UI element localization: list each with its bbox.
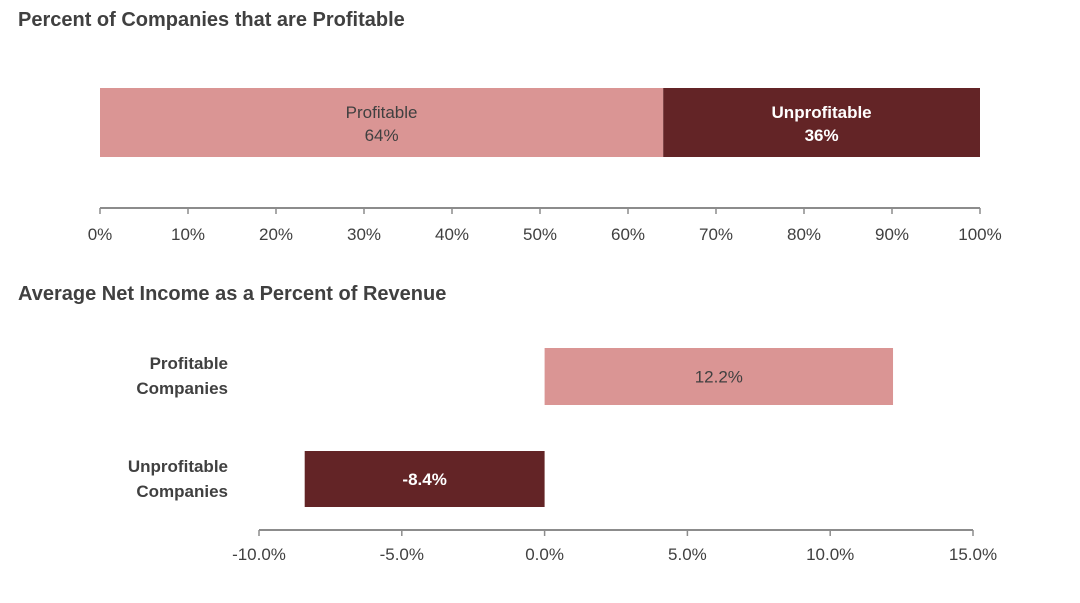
category-label: Profitable [150, 354, 228, 373]
category-label: Unprofitable [128, 457, 228, 476]
x-tick-label: 50% [523, 225, 557, 244]
x-tick-label: 0.0% [525, 545, 564, 564]
x-tick-label: -10.0% [232, 545, 286, 564]
bar-profitable [100, 88, 664, 157]
x-tick-label: -5.0% [380, 545, 424, 564]
x-tick-label: 60% [611, 225, 645, 244]
x-tick-label: 70% [699, 225, 733, 244]
x-tick-label: 80% [787, 225, 821, 244]
x-tick-label: 0% [88, 225, 113, 244]
bar-data-label: 12.2% [695, 368, 743, 387]
bar-unprofitable [304, 451, 545, 507]
x-tick-label: 10.0% [806, 545, 854, 564]
chart-1-title: Percent of Companies that are Profitable [18, 9, 405, 31]
x-tick-label: 90% [875, 225, 909, 244]
x-tick-label: 20% [259, 225, 293, 244]
bar-data-label: -8.4% [402, 470, 446, 489]
bar-series-name: Unprofitable [772, 103, 872, 122]
chart-2-title: Average Net Income as a Percent of Reven… [18, 283, 447, 305]
bar-series-name: Profitable [346, 103, 418, 122]
bar-data-label: 36% [805, 126, 839, 145]
bar-profitable [544, 348, 894, 405]
x-tick-label: 5.0% [668, 545, 707, 564]
x-tick-label: 30% [347, 225, 381, 244]
x-tick-label: 100% [958, 225, 1001, 244]
x-tick-label: 15.0% [949, 545, 997, 564]
x-tick-label: 10% [171, 225, 205, 244]
category-label: Companies [136, 379, 228, 398]
bar-unprofitable [663, 88, 980, 157]
bar-data-label: 64% [365, 126, 399, 145]
x-tick-label: 40% [435, 225, 469, 244]
category-label: Companies [136, 482, 228, 501]
